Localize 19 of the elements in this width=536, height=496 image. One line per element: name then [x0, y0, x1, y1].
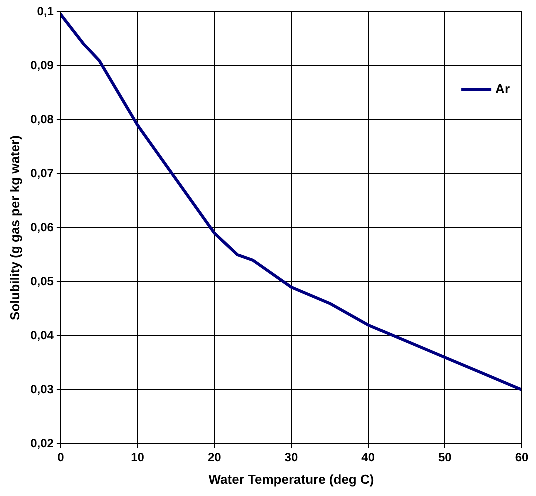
- x-tick-label: 40: [362, 450, 376, 465]
- y-tick-label: 0,08: [30, 112, 54, 126]
- y-axis-title: Solubility (g gas per kg water): [7, 136, 22, 320]
- x-tick-label: 20: [208, 450, 222, 465]
- y-tick-label: 0,02: [30, 436, 54, 450]
- x-tick-label: 30: [284, 450, 298, 465]
- y-tick-label: 0,1: [37, 4, 54, 18]
- y-tick-label: 0,06: [30, 220, 54, 234]
- y-tick-label: 0,09: [30, 58, 54, 72]
- x-tick-label: 0: [58, 450, 65, 465]
- y-tick-label: 0,03: [30, 382, 54, 396]
- x-tick-label: 10: [131, 450, 145, 465]
- x-tick-label: 60: [515, 450, 529, 465]
- x-axis-title: Water Temperature (deg C): [208, 472, 374, 487]
- y-tick-label: 0,07: [30, 166, 54, 180]
- y-tick-label: 0,05: [30, 274, 54, 288]
- x-tick-label: 50: [438, 450, 452, 465]
- legend-label: Ar: [496, 81, 510, 96]
- y-tick-label: 0,04: [30, 328, 54, 342]
